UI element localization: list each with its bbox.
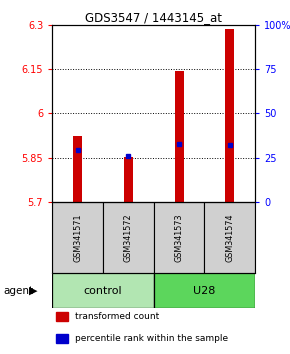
Bar [124, 157, 133, 202]
Text: ▶: ▶ [29, 286, 38, 296]
Text: U28: U28 [193, 286, 216, 296]
Bar [73, 136, 82, 202]
Bar [56, 312, 68, 321]
Bar [52, 273, 154, 308]
Bar [154, 273, 255, 308]
Text: agent: agent [3, 286, 33, 296]
Bar [175, 70, 184, 202]
Bar [56, 334, 68, 343]
Text: GSM341573: GSM341573 [175, 213, 184, 262]
Text: GSM341572: GSM341572 [124, 213, 133, 262]
Bar [204, 202, 255, 273]
Text: GSM341574: GSM341574 [225, 213, 234, 262]
Text: control: control [84, 286, 122, 296]
Bar [154, 202, 204, 273]
Bar [225, 29, 234, 202]
Text: GSM341571: GSM341571 [73, 213, 82, 262]
Text: percentile rank within the sample: percentile rank within the sample [75, 334, 228, 343]
Bar [103, 202, 154, 273]
Text: transformed count: transformed count [75, 312, 159, 321]
Title: GDS3547 / 1443145_at: GDS3547 / 1443145_at [85, 11, 222, 24]
Bar [52, 202, 103, 273]
